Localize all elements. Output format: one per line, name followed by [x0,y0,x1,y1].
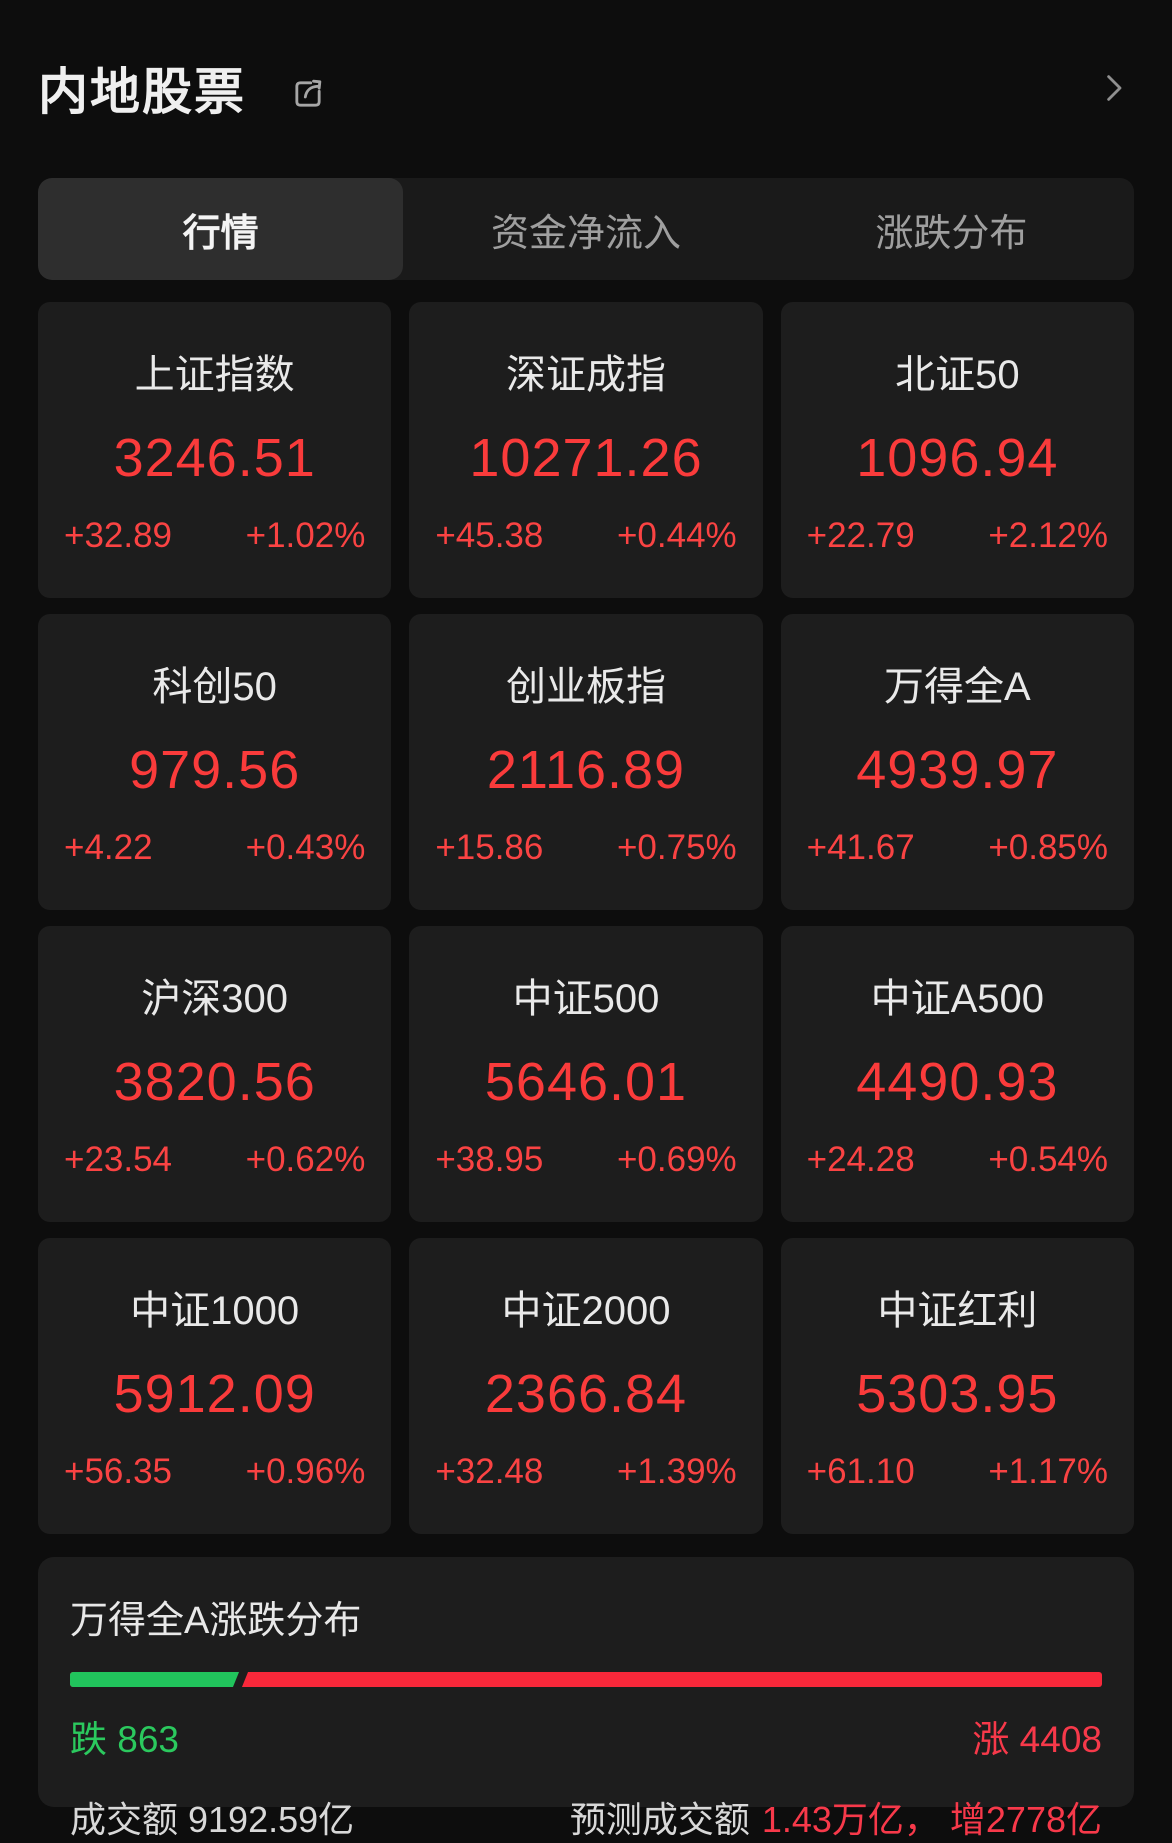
index-change-row: +15.86 +0.75% [435,828,736,868]
index-change-row: +22.79 +2.12% [807,516,1108,556]
index-value: 3246.51 [113,428,316,488]
index-name: 中证500 [512,977,660,1021]
turnover-value: 成交额 9192.59亿 [70,1799,355,1840]
index-change: +38.95 [435,1140,544,1179]
index-change-pct: +0.96% [245,1452,366,1491]
index-change: +45.38 [435,516,544,555]
index-change-row: +23.54 +0.62% [64,1140,365,1180]
index-change-pct: +0.44% [616,516,737,555]
distribution-bar-down [70,1672,240,1687]
index-value: 4490.93 [856,1052,1059,1112]
index-change-row: +41.67 +0.85% [807,828,1108,868]
up-count: 涨 4408 [972,1719,1102,1760]
forecast-label: 预测成交额 [569,1799,750,1840]
tab-updown-distribution[interactable]: 涨跌分布 [875,212,1028,255]
tab-quotes[interactable]: 行情 [38,178,404,280]
index-card[interactable]: 中证A500 4490.93 +24.28 +0.54% [780,926,1134,1222]
index-card[interactable]: 北证50 1096.94 +22.79 +2.12% [780,302,1134,598]
index-change: +4.22 [64,828,153,867]
distribution-counts: 跌 863 涨 4408 [70,1709,1102,1763]
index-card[interactable]: 万得全A 4939.97 +41.67 +0.85% [780,614,1134,910]
index-change: +32.89 [64,516,173,555]
index-value: 1096.94 [856,428,1059,488]
distribution-panel: 万得全A涨跌分布 跌 863 涨 4408 成交额 9192.59亿 预测成交额… [38,1557,1134,1840]
index-value: 5912.09 [113,1364,316,1424]
share-icon[interactable] [288,74,328,114]
index-name: 中证1000 [130,1289,300,1333]
index-change-pct: +0.75% [616,828,737,867]
index-value: 2366.84 [484,1364,688,1424]
index-card[interactable]: 创业板指 2116.89 +15.86 +0.75% [409,614,763,910]
index-card[interactable]: 深证成指 10271.26 +45.38 +0.44% [409,302,763,598]
index-change-pct: +2.12% [988,516,1108,555]
index-change: +24.28 [806,1140,915,1179]
index-card[interactable]: 中证红利 5303.95 +61.10 +1.17% [780,1238,1134,1534]
index-change-row: +38.95 +0.69% [435,1140,736,1180]
forecast-value: 1.43万亿， 增2778亿 [761,1799,1102,1840]
chevron-right-icon[interactable] [1092,67,1134,109]
index-value: 4939.97 [856,740,1059,800]
forecast: 预测成交额 1.43万亿， 增2778亿 [570,1791,1102,1843]
index-value: 979.56 [129,740,301,800]
index-card[interactable]: 中证1000 5912.09 +56.35 +0.96% [38,1238,392,1534]
index-change-row: +61.10 +1.17% [807,1452,1108,1492]
header: 内地股票 [38,0,1134,124]
index-change: +41.67 [806,828,915,867]
index-grid: 上证指数 3246.51 +32.89 +1.02% 深证成指 10271.26… [38,302,1134,1534]
index-change: +22.79 [806,516,915,555]
tab-bar: 行情 资金净流入 涨跌分布 [38,178,1134,280]
index-change: +61.10 [806,1452,915,1491]
index-value: 3820.56 [113,1052,316,1112]
index-value: 5646.01 [484,1052,688,1112]
index-name: 中证A500 [870,977,1045,1021]
index-change-pct: +0.43% [245,828,366,867]
down-count: 跌 863 [70,1719,180,1760]
page-title: 内地股票 [38,64,246,120]
tab-net-inflow[interactable]: 资金净流入 [490,212,681,255]
index-change-pct: +1.02% [245,516,366,555]
index-card[interactable]: 上证指数 3246.51 +32.89 +1.02% [38,302,392,598]
index-change-row: +45.38 +0.44% [435,516,736,556]
index-change: +15.86 [435,828,544,867]
index-change-row: +32.48 +1.39% [435,1452,736,1492]
index-name: 沪深300 [141,977,289,1021]
index-change-pct: +1.17% [988,1452,1108,1491]
index-change: +23.54 [64,1140,173,1179]
index-card[interactable]: 中证2000 2366.84 +32.48 +1.39% [409,1238,763,1534]
index-change-row: +32.89 +1.02% [64,516,365,556]
index-name: 创业板指 [505,665,666,709]
index-change: +56.35 [64,1452,173,1491]
index-name: 上证指数 [134,353,295,397]
index-value: 5303.95 [856,1364,1059,1424]
index-name: 北证50 [895,353,1020,397]
index-name: 万得全A [883,665,1031,709]
turnover-row: 成交额 9192.59亿 预测成交额 1.43万亿， 增2778亿 [70,1791,1102,1843]
index-name: 深证成指 [505,353,666,397]
index-name: 中证2000 [501,1289,671,1333]
distribution-title: 万得全A涨跌分布 [70,1600,362,1642]
index-change: +32.48 [435,1452,544,1491]
index-change-pct: +0.85% [988,828,1108,867]
index-change-pct: +1.39% [616,1452,737,1491]
index-card[interactable]: 科创50 979.56 +4.22 +0.43% [38,614,392,910]
index-value: 2116.89 [486,740,686,800]
index-change-row: +24.28 +0.54% [807,1140,1108,1180]
index-change-row: +4.22 +0.43% [64,828,365,868]
distribution-bar [70,1672,1102,1687]
index-change-row: +56.35 +0.96% [64,1452,365,1492]
index-value: 10271.26 [469,428,703,488]
index-name: 中证红利 [877,1289,1038,1333]
index-change-pct: +0.54% [988,1140,1108,1179]
index-card[interactable]: 中证500 5646.01 +38.95 +0.69% [409,926,763,1222]
index-card[interactable]: 沪深300 3820.56 +23.54 +0.62% [38,926,392,1222]
index-change-pct: +0.69% [616,1140,737,1179]
index-change-pct: +0.62% [245,1140,366,1179]
index-name: 科创50 [152,665,277,709]
